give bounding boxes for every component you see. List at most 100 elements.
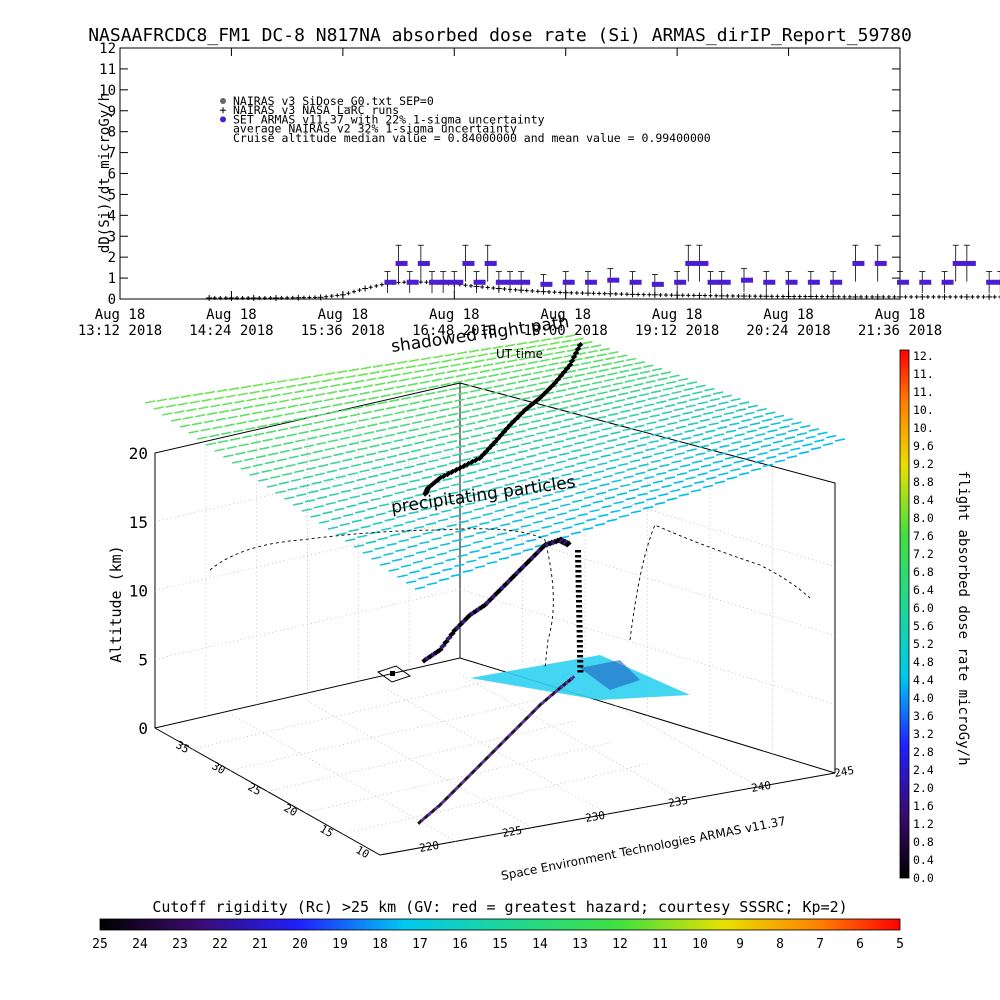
altitude-tick-label: 15 (129, 513, 148, 532)
cutoff-rigidity-floor-map (376, 655, 690, 700)
legend-entry: Cruise altitude median value = 0.8400000… (233, 131, 711, 145)
nairas-point (562, 289, 585, 296)
cutoff-rigidity-tick: 18 (372, 937, 388, 952)
top-x-tick-label-time: 16:48 2018 (412, 323, 496, 339)
top-y-tick-label: 4 (108, 208, 116, 224)
dose-colorbar-tick: 1.2 (913, 817, 934, 831)
armas-point (785, 271, 798, 293)
cutoff-rigidity-tick: 25 (92, 937, 108, 952)
armas-point (707, 271, 720, 293)
armas-point (952, 244, 965, 282)
cutoff-rigidity-tick: 10 (692, 937, 708, 952)
shadowed-flight-path (417, 675, 576, 825)
top-x-tick-label-time: 13:12 2018 (78, 323, 162, 339)
top-y-tick-label: 12 (99, 41, 116, 57)
altitude-tick-label: 20 (129, 444, 148, 463)
armas-point (696, 244, 709, 282)
top-y-tick-label: 3 (108, 229, 116, 245)
longitude-tick-label: 225 (501, 824, 523, 840)
dose-colorbar-tick: 9.6 (913, 439, 934, 453)
dose-colorbar-label: flight absorbed dose rate microGy/h (955, 470, 971, 765)
dose-colorbar-tick: 4.0 (913, 691, 934, 705)
armas-point (919, 271, 932, 293)
nairas-point (741, 293, 763, 300)
armas-point (997, 271, 1000, 293)
nairas-point (941, 293, 964, 300)
top-x-tick-label-time: 20:24 2018 (746, 323, 830, 339)
dose-colorbar-tick: 8.4 (913, 493, 934, 507)
armas-point (540, 274, 553, 295)
dose-colorbar-tick: 5.2 (913, 637, 934, 651)
armas-point (897, 271, 909, 293)
latitude-tick-label: 30 (210, 759, 228, 777)
cutoff-rigidity-colorbar: Cutoff rigidity (Rc) >25 km (GV: red = g… (92, 898, 904, 952)
armas-point (830, 271, 843, 293)
nairas-point (273, 294, 295, 301)
altitude-tick-label: 5 (138, 650, 148, 669)
top-y-tick-label: 7 (108, 146, 116, 162)
cutoff-rigidity-tick: 17 (412, 937, 428, 952)
nairas-point (986, 293, 1000, 300)
armas-point (495, 271, 508, 293)
top-y-tick-label: 11 (99, 62, 116, 78)
flight-track-3d: shadowed flight path UT time precipitati… (107, 312, 971, 885)
nairas-point (897, 293, 919, 300)
latitude-tick-label: 10 (354, 843, 372, 861)
top-x-tick-label-time: 15:36 2018 (301, 323, 385, 339)
nairas-point (585, 290, 607, 297)
dose-colorbar-tick: 2.0 (913, 781, 934, 795)
dose-colorbar-tick: 7.2 (913, 547, 934, 561)
cutoff-rigidity-tick: 15 (492, 937, 508, 952)
dose-colorbar-tick: 12. (913, 349, 934, 363)
top-y-tick-label: 5 (108, 187, 116, 203)
top-y-tick-label: 10 (99, 83, 116, 99)
armas-point (651, 274, 664, 295)
cutoff-rigidity-title: Cutoff rigidity (Rc) >25 km (GV: red = g… (152, 898, 847, 916)
nairas-point (963, 293, 986, 300)
nairas-point (206, 294, 228, 301)
armas-point (451, 271, 464, 293)
nairas-point (607, 290, 629, 297)
cutoff-rigidity-tick: 24 (132, 937, 148, 952)
nairas-point (228, 294, 251, 301)
dose-colorbar-tick: 7.6 (913, 529, 934, 543)
latitude-tick-label: 25 (246, 780, 264, 798)
nairas-point (696, 292, 719, 299)
top-y-tick-label: 6 (108, 167, 116, 183)
dose-colorbar-tick: 4.8 (913, 655, 934, 669)
cutoff-rigidity-bar (99, 918, 901, 931)
armas-point (607, 268, 620, 292)
top-x-tick-label-date: Aug 18 (95, 307, 146, 323)
cutoff-rigidity-tick: 12 (612, 937, 628, 952)
top-y-tick-label: 2 (108, 250, 116, 266)
longitude-tick-label: 230 (584, 809, 606, 825)
longitude-tick-label: 220 (418, 839, 440, 855)
top-y-tick-label: 1 (108, 271, 116, 287)
nairas-point (874, 293, 897, 300)
legend-entry: NAIRAS v3 SiDose_G0.txt SEP=0 (233, 94, 434, 108)
upper-flight-track (422, 341, 584, 497)
dose-colorbar-tick: 2.4 (913, 763, 934, 777)
cutoff-rigidity-tick: 11 (652, 937, 668, 952)
dose-colorbar-tick: 0.4 (913, 853, 934, 867)
cutoff-rigidity-tick: 13 (572, 937, 588, 952)
top-x-tick-label-date: Aug 18 (206, 307, 257, 323)
top-x-tick-label-time: 18:00 2018 (524, 323, 608, 339)
top-x-tick-label-date: Aug 18 (540, 307, 591, 323)
nairas-point (763, 293, 785, 300)
nairas-point (830, 293, 852, 300)
armas-point (685, 244, 698, 282)
dose-colorbar-tick: 1.6 (913, 799, 934, 813)
armas-point (874, 244, 887, 282)
cutoff-rigidity-tick: 6 (856, 937, 864, 952)
nairas-point (718, 292, 741, 299)
nairas-point (250, 294, 273, 301)
legend-entry: NAIRAS v3 NASA LaRC runs (233, 103, 399, 117)
dose-colorbar-tick: 6.4 (913, 583, 934, 597)
dose-colorbar-tick: 8.8 (913, 475, 934, 489)
cutoff-rigidity-tick: 21 (252, 937, 268, 952)
legend-marker-circle (220, 98, 226, 104)
dose-colorbar-tick: 4.4 (913, 673, 934, 687)
